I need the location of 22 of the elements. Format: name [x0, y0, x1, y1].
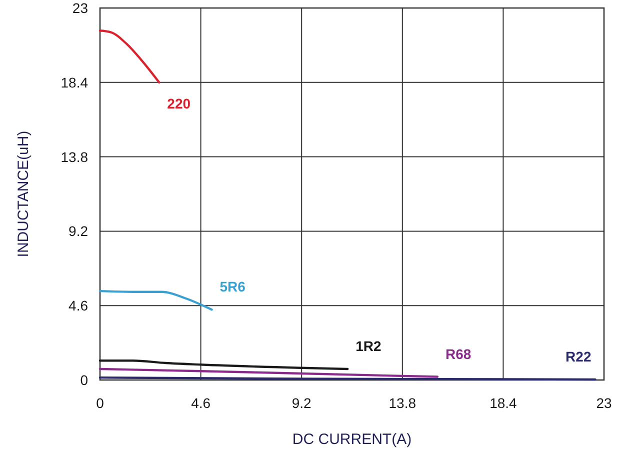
x-tick-label: 18.4: [490, 395, 518, 411]
y-axis-title: INDUCTANCE(uH): [15, 130, 32, 258]
series-label: R22: [566, 348, 592, 365]
line-series: [98, 30, 160, 84]
series-label: 5R6: [220, 278, 246, 295]
y-tick-label: 18.4: [60, 74, 88, 90]
x-axis-title: DC CURRENT(A): [292, 431, 412, 448]
y-tick-label: 0: [80, 372, 88, 388]
y-tick-label: 4.6: [68, 298, 88, 314]
y-tick-label: 23: [72, 0, 88, 16]
y-tick-label: 9.2: [68, 223, 88, 240]
y-tick-label: 13.8: [60, 148, 88, 165]
x-tick-label: 0: [96, 395, 104, 411]
series-label: 1R2: [356, 338, 382, 354]
x-tick-label: 4.6: [191, 395, 211, 411]
x-tick-label: 13.8: [388, 395, 416, 411]
series-label: 220: [167, 95, 191, 112]
line-series: [98, 290, 213, 311]
x-tick-label: 9.2: [292, 395, 312, 411]
line-series: [98, 368, 439, 378]
x-tick-label: 23: [596, 395, 612, 411]
series-label: R68: [445, 346, 472, 362]
